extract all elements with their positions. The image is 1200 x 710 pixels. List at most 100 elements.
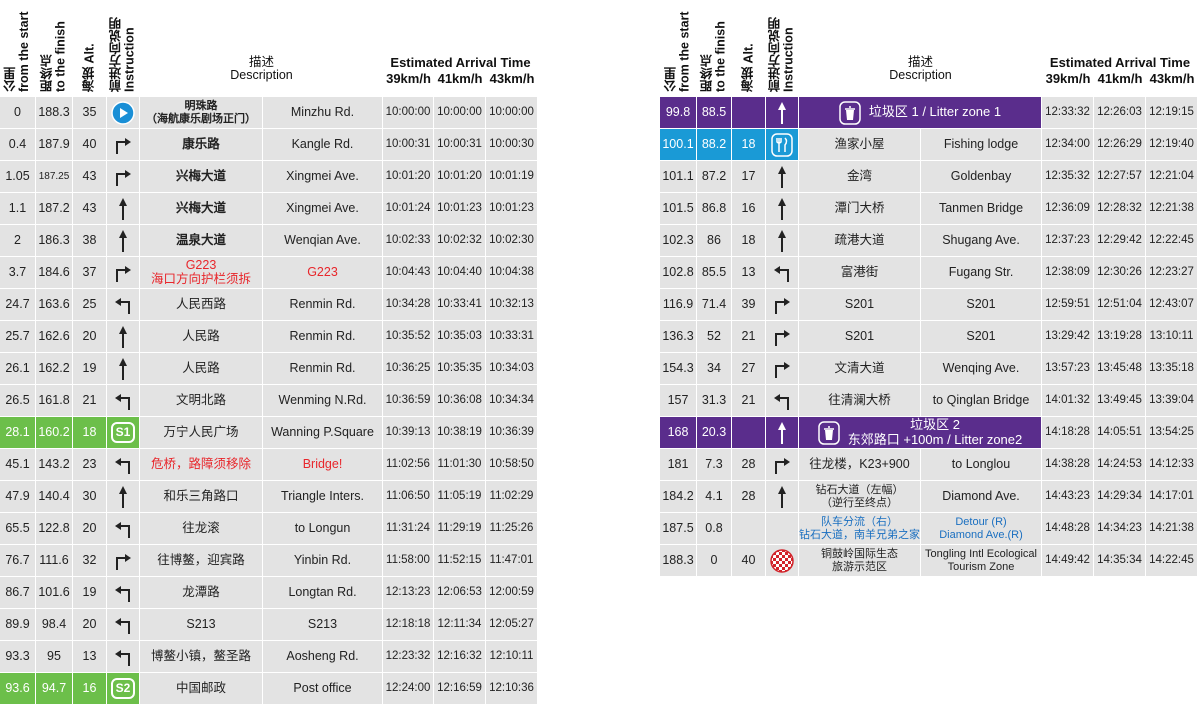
alt-cell: 21	[732, 321, 766, 353]
alt-cell: 17	[732, 161, 766, 193]
description-en: Triangle Inters.	[263, 481, 383, 513]
column-header: 前进方向说明 Instruction	[109, 17, 137, 92]
instruction-icon	[766, 257, 799, 289]
description-cn: 人民西路	[140, 289, 263, 321]
arrival-time: 12:30:26	[1094, 257, 1146, 289]
description-en: Wanning P.Square	[263, 417, 383, 449]
column-header: 43km/h	[1149, 71, 1195, 86]
instruction-icon	[107, 321, 140, 353]
description-cn: 康乐路	[140, 129, 263, 161]
description-en: Renmin Rd.	[263, 353, 383, 385]
arrival-time: 11:47:01	[486, 545, 538, 577]
description-en: S201	[921, 289, 1042, 321]
instruction-icon	[766, 161, 799, 193]
description-en: to Qinglan Bridge	[921, 385, 1042, 417]
description-en: Diamond Ave.	[921, 481, 1042, 513]
description-en: Detour (R) Diamond Ave.(R)	[921, 513, 1042, 545]
alt-cell: 43	[73, 161, 107, 193]
instruction-icon	[107, 353, 140, 385]
arrival-time: 11:05:19	[434, 481, 486, 513]
arrival-time: 14:43:23	[1042, 481, 1094, 513]
arrival-time: 10:38:19	[434, 417, 486, 449]
description-en: Shugang Ave.	[921, 225, 1042, 257]
description-en: Post office	[263, 673, 383, 705]
arrival-time: 12:21:04	[1146, 161, 1198, 193]
arrival-time: 12:19:15	[1146, 97, 1198, 129]
alt-cell: 18	[732, 225, 766, 257]
finish-cell: 4.1	[697, 481, 732, 513]
instruction-icon	[107, 481, 140, 513]
description-en: Goldenbay	[921, 161, 1042, 193]
column-header: Estimated Arrival Time	[390, 55, 531, 70]
alt-cell: 25	[73, 289, 107, 321]
arrival-time: 12:18:18	[383, 609, 434, 641]
arrival-time: 10:01:23	[486, 193, 538, 225]
column-header: 43km/h	[489, 71, 535, 86]
arrival-time: 12:28:32	[1094, 193, 1146, 225]
description-en: to Longun	[263, 513, 383, 545]
finish-cell: 87.2	[697, 161, 732, 193]
finish-cell: 186.3	[36, 225, 73, 257]
arrival-time: 10:33:31	[486, 321, 538, 353]
arrival-time: 12:06:53	[434, 577, 486, 609]
arrival-time: 12:59:51	[1042, 289, 1094, 321]
instruction-icon	[766, 449, 799, 481]
arrival-time: 10:00:00	[383, 97, 434, 129]
alt-cell: 32	[73, 545, 107, 577]
stage-badge: S1	[110, 421, 136, 444]
arrival-time: 10:35:52	[383, 321, 434, 353]
finish-cell: 187.9	[36, 129, 73, 161]
description-text: 垃圾区 1 / Litter zone 1	[868, 104, 1002, 120]
instruction-icon	[766, 417, 799, 449]
km-cell: 26.1	[0, 353, 36, 385]
km-cell: 116.9	[660, 289, 697, 321]
arrival-time: 11:58:00	[383, 545, 434, 577]
description-en: Wenqing Ave.	[921, 353, 1042, 385]
description-cn: 中国邮政	[140, 673, 263, 705]
finish-cell: 160.2	[36, 417, 73, 449]
instruction-icon	[766, 481, 799, 513]
instruction-icon	[766, 129, 799, 161]
km-cell: 157	[660, 385, 697, 417]
arrival-time: 12:00:59	[486, 577, 538, 609]
arrival-time: 11:01:30	[434, 449, 486, 481]
arrival-time: 10:34:28	[383, 289, 434, 321]
instruction-icon: S2	[107, 673, 140, 705]
arrival-time: 12:24:00	[383, 673, 434, 705]
instruction-icon	[107, 161, 140, 193]
finish-cell: 71.4	[697, 289, 732, 321]
description-cn: 兴梅大道	[140, 193, 263, 225]
alt-cell: 20	[73, 321, 107, 353]
instruction-icon	[766, 545, 799, 577]
instruction-icon	[107, 97, 140, 129]
km-cell: 26.5	[0, 385, 36, 417]
finish-cell: 122.8	[36, 513, 73, 545]
instruction-icon	[766, 289, 799, 321]
arrival-time: 10:35:35	[434, 353, 486, 385]
description-cn: 往龙滚	[140, 513, 263, 545]
arrival-time: 11:25:26	[486, 513, 538, 545]
alt-cell: 40	[73, 129, 107, 161]
description-en: G223	[263, 257, 383, 289]
instruction-icon	[766, 513, 799, 545]
description-en: Kangle Rd.	[263, 129, 383, 161]
km-cell: 136.3	[660, 321, 697, 353]
arrival-time: 11:02:29	[486, 481, 538, 513]
instruction-icon	[107, 609, 140, 641]
description-cn: S213	[140, 609, 263, 641]
km-cell: 1.05	[0, 161, 36, 193]
km-cell: 0	[0, 97, 36, 129]
finish-cell: 88.5	[697, 97, 732, 129]
alt-cell: 43	[73, 193, 107, 225]
arrival-time: 14:22:45	[1146, 545, 1198, 577]
column-header: 距终点 to the finish	[700, 21, 728, 92]
finish-cell: 161.8	[36, 385, 73, 417]
instruction-icon	[107, 385, 140, 417]
description-en: Tongling Intl Ecological Tourism Zone	[921, 545, 1042, 577]
column-header: 描述 Description	[230, 55, 293, 83]
description-en: to Longlou	[921, 449, 1042, 481]
arrival-time: 11:31:24	[383, 513, 434, 545]
arrival-time: 10:34:34	[486, 385, 538, 417]
description-en: Renmin Rd.	[263, 289, 383, 321]
column-header: 海拔 Alt.	[741, 43, 756, 92]
